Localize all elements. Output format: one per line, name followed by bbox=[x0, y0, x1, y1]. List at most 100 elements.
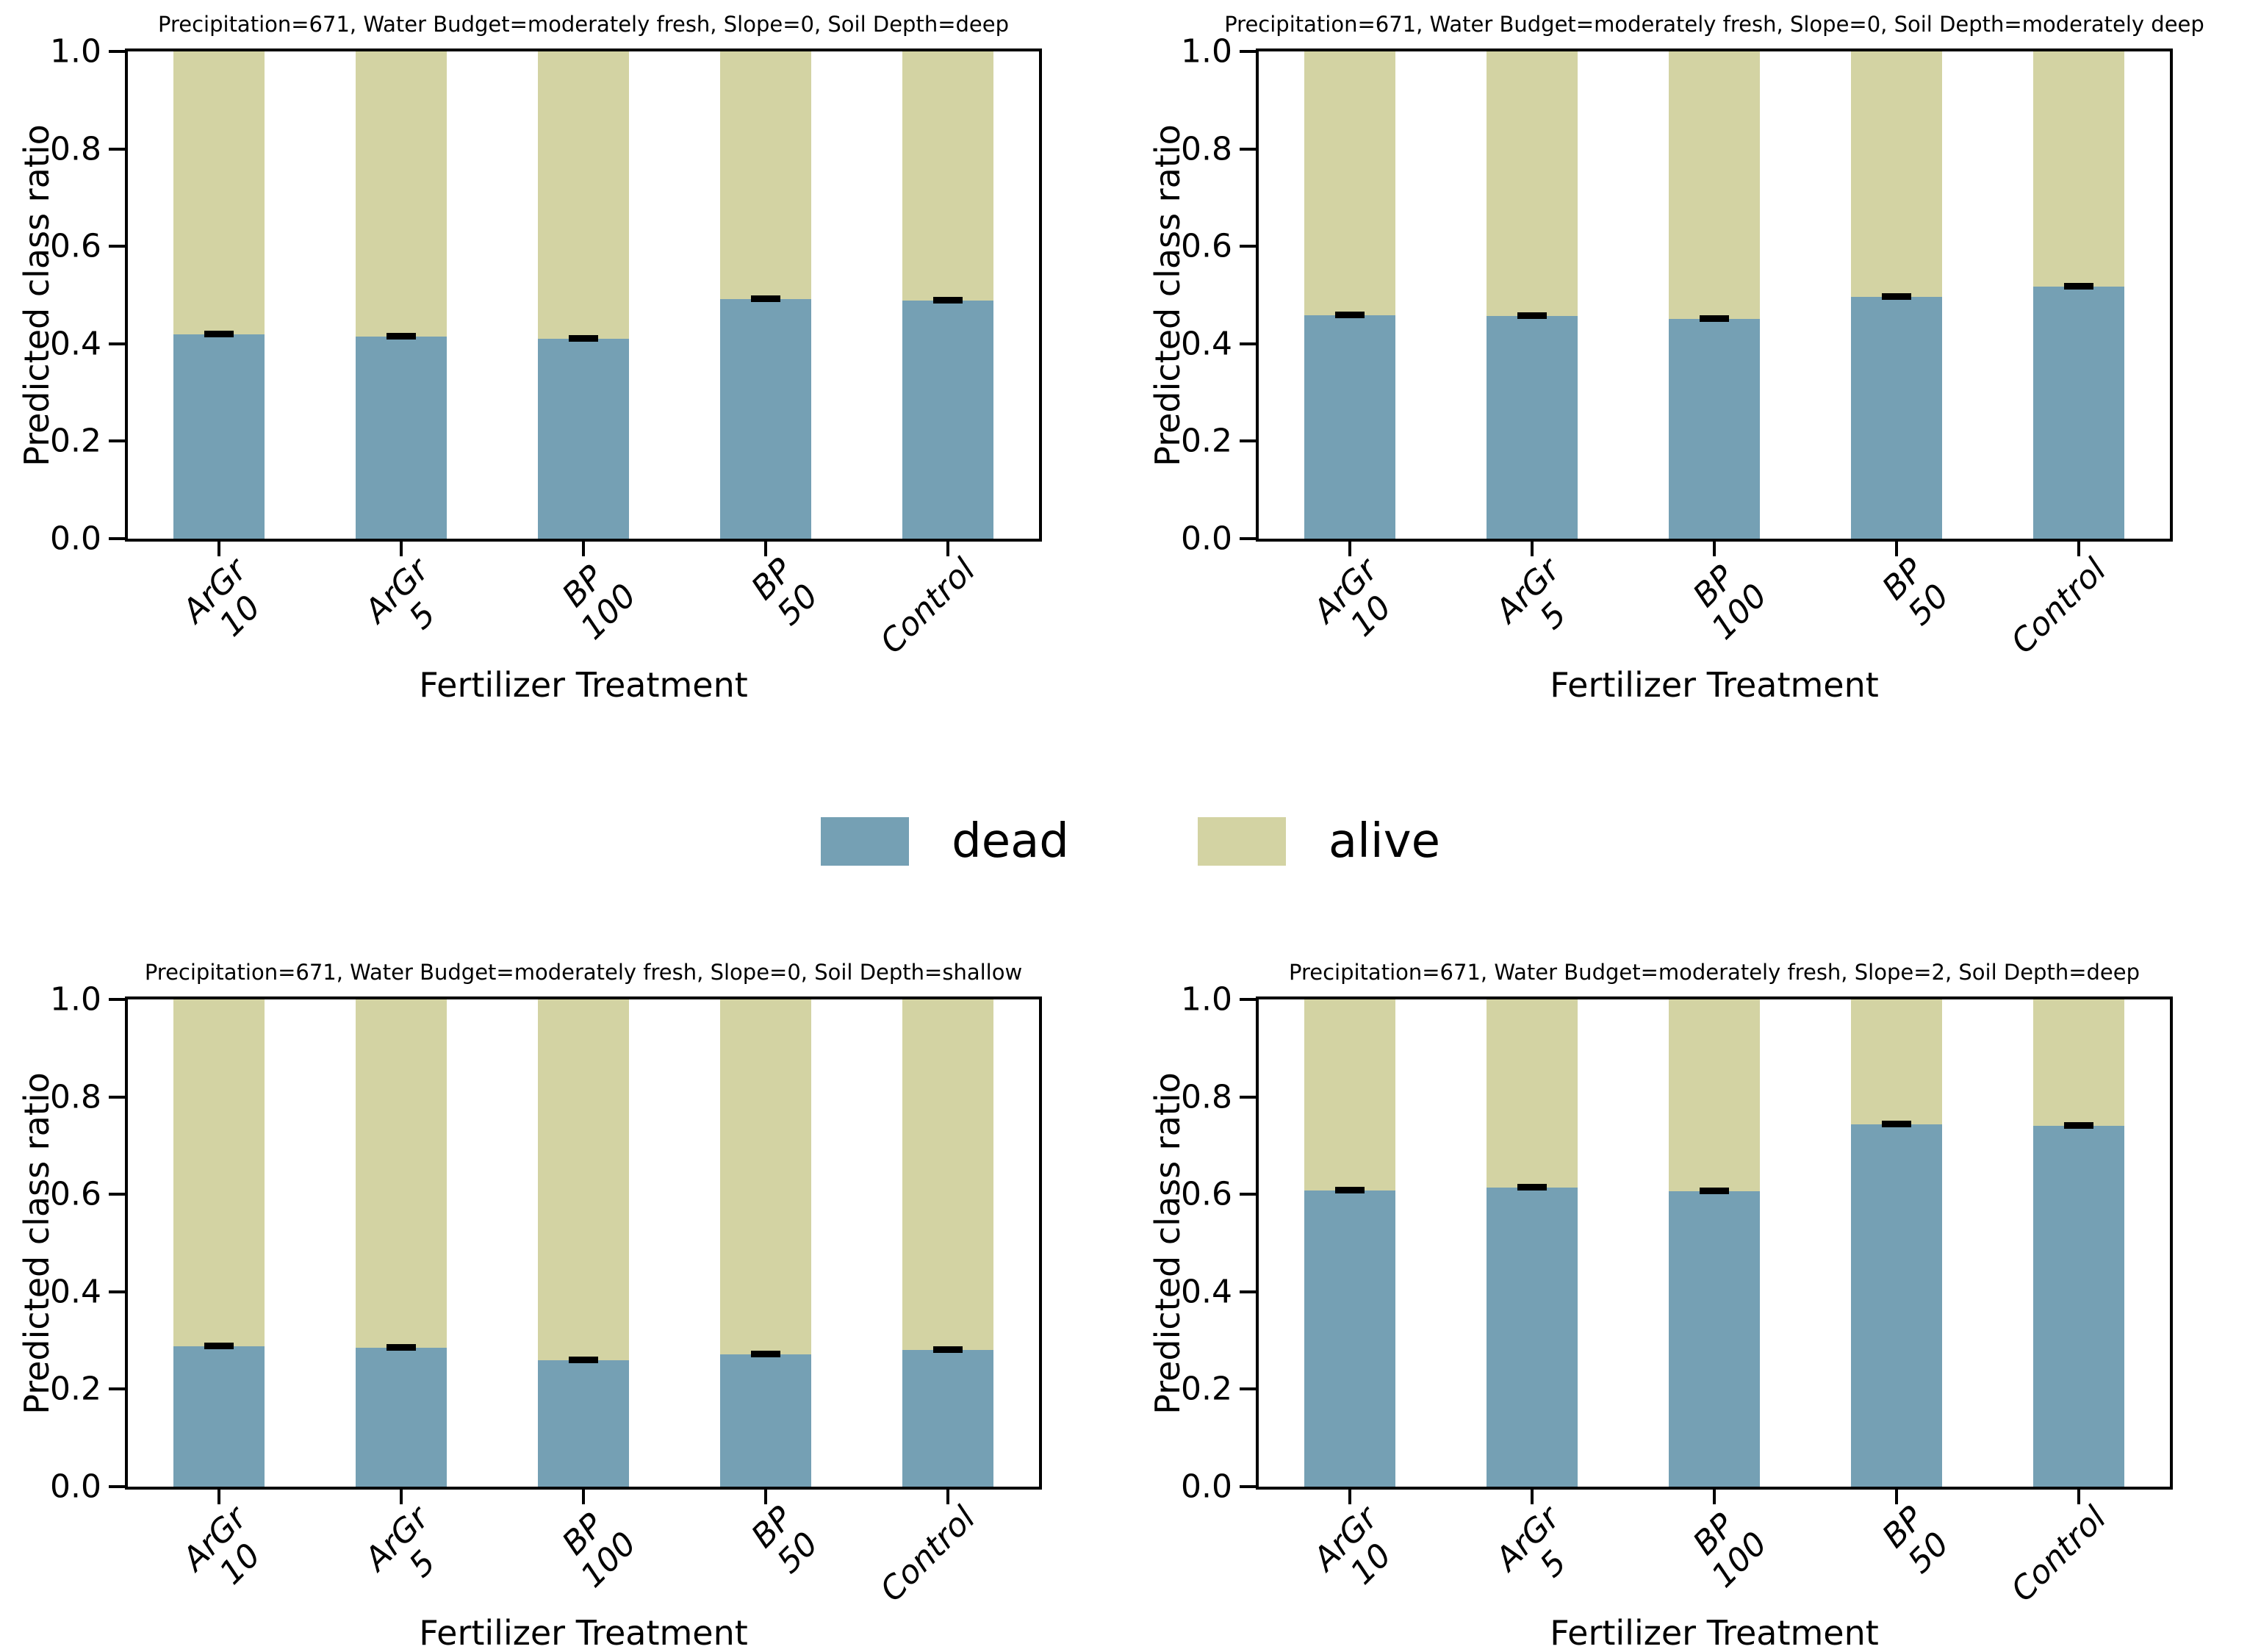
bar-dead bbox=[538, 1360, 629, 1487]
x-tick-mark bbox=[2077, 542, 2080, 556]
error-bar-cap bbox=[751, 1350, 780, 1357]
x-tick-mark bbox=[582, 542, 585, 556]
subplot-bottom-right: Precipitation=671, Water Budget=moderate… bbox=[1131, 948, 2261, 1652]
x-tick-mark bbox=[764, 542, 767, 556]
bar-alive bbox=[1487, 51, 1578, 316]
y-tick-mark bbox=[109, 1193, 125, 1196]
x-tick-mark bbox=[1531, 542, 1534, 556]
y-tick-mark bbox=[109, 1387, 125, 1391]
x-tick-mark bbox=[582, 1490, 585, 1504]
y-tick-mark bbox=[109, 1095, 125, 1099]
chart-title: Precipitation=671, Water Budget=moderate… bbox=[157, 12, 1010, 37]
error-bar-cap bbox=[2064, 1122, 2093, 1130]
bar-dead bbox=[1304, 315, 1395, 539]
y-tick-label: 1.0 bbox=[50, 32, 101, 71]
y-tick-mark bbox=[1240, 1290, 1256, 1293]
x-tick-label-text: BP 100 bbox=[1680, 1500, 1775, 1595]
x-tick-label-text: BP 50 bbox=[1875, 1499, 1957, 1581]
y-tick-label: 0.8 bbox=[50, 1078, 101, 1116]
bar-dead bbox=[720, 299, 811, 539]
error-bar-cap bbox=[569, 335, 598, 342]
bar-alive bbox=[1851, 999, 1942, 1124]
y-tick-label: 0.6 bbox=[50, 227, 101, 265]
y-tick-mark bbox=[1240, 439, 1256, 443]
y-tick-mark bbox=[109, 537, 125, 540]
y-axis-label: Predicted class ratio bbox=[1148, 1071, 1187, 1415]
bar-dead bbox=[1669, 319, 1760, 539]
y-axis-label: Predicted class ratio bbox=[17, 123, 57, 467]
bar-dead bbox=[538, 339, 629, 539]
subplot-bottom-left: Precipitation=671, Water Budget=moderate… bbox=[0, 948, 1130, 1652]
bar-alive bbox=[720, 51, 811, 300]
y-tick-label: 0.0 bbox=[50, 520, 101, 558]
x-tick-mark bbox=[1713, 542, 1716, 556]
bar-alive bbox=[173, 51, 265, 334]
x-tick-line: Control bbox=[2004, 551, 2114, 661]
legend-swatch-alive bbox=[1197, 817, 1286, 866]
x-tick-mark bbox=[2077, 1490, 2080, 1504]
plot-area bbox=[125, 49, 1042, 542]
x-tick-label-text: BP 50 bbox=[744, 551, 826, 633]
bar-alive bbox=[1487, 999, 1578, 1188]
x-tick-mark bbox=[946, 1490, 949, 1504]
y-tick-label: 0.6 bbox=[50, 1175, 101, 1213]
error-bar-cap bbox=[1517, 1183, 1547, 1190]
y-tick-mark bbox=[109, 998, 125, 1001]
y-tick-label: 0.2 bbox=[1181, 1370, 1232, 1408]
y-tick-label: 0.8 bbox=[1181, 130, 1232, 168]
x-tick-mark bbox=[218, 542, 220, 556]
bar-dead bbox=[1669, 1191, 1760, 1487]
bar-alive bbox=[1669, 51, 1760, 319]
bar-alive bbox=[720, 999, 811, 1354]
error-bar-cap bbox=[1882, 293, 1911, 301]
y-tick-label: 0.2 bbox=[1181, 422, 1232, 460]
plot-area bbox=[1256, 49, 2173, 542]
chart-title: Precipitation=671, Water Budget=moderate… bbox=[144, 960, 1023, 985]
x-tick-line: Control bbox=[2004, 1499, 2114, 1609]
bar-alive bbox=[902, 999, 993, 1350]
y-tick-label: 0.4 bbox=[50, 325, 101, 363]
bar-dead bbox=[173, 334, 265, 539]
bar-alive bbox=[173, 999, 265, 1347]
y-tick-label: 0.2 bbox=[50, 422, 101, 460]
error-bar-cap bbox=[204, 1343, 234, 1350]
y-tick-label: 0.0 bbox=[1181, 520, 1232, 558]
bar-dead bbox=[1851, 1124, 1942, 1487]
y-tick-mark bbox=[1240, 537, 1256, 540]
y-tick-label: 0.2 bbox=[50, 1370, 101, 1408]
x-tick-label-text: BP 100 bbox=[549, 1500, 644, 1595]
y-tick-label: 1.0 bbox=[50, 980, 101, 1019]
x-tick-label-text: Control bbox=[2004, 551, 2114, 661]
legend-item-dead: dead bbox=[821, 817, 1069, 866]
error-bar-cap bbox=[1335, 311, 1365, 318]
bar-dead bbox=[1487, 316, 1578, 539]
x-tick-label-text: Control bbox=[2004, 1499, 2114, 1609]
y-tick-label: 0.8 bbox=[50, 130, 101, 168]
error-bar-cap bbox=[1335, 1186, 1365, 1193]
bar-dead bbox=[720, 1354, 811, 1487]
bar-dead bbox=[2033, 287, 2124, 539]
x-tick-label-text: ArGr 5 bbox=[1488, 1499, 1592, 1603]
x-tick-mark bbox=[218, 1490, 220, 1504]
subplot-top-left: Precipitation=671, Water Budget=moderate… bbox=[0, 0, 1130, 735]
x-tick-label-text: BP 100 bbox=[1680, 552, 1775, 647]
y-tick-mark bbox=[1240, 1095, 1256, 1099]
y-tick-mark bbox=[1240, 998, 1256, 1001]
x-axis-label: Fertilizer Treatment bbox=[419, 1613, 748, 1652]
y-tick-label: 0.0 bbox=[50, 1468, 101, 1506]
error-bar-cap bbox=[2064, 283, 2093, 290]
legend-swatch-dead bbox=[821, 817, 910, 866]
chart-title: Precipitation=671, Water Budget=moderate… bbox=[1224, 12, 2204, 37]
y-axis-label: Predicted class ratio bbox=[17, 1071, 57, 1415]
y-tick-mark bbox=[109, 245, 125, 248]
bar-alive bbox=[1669, 999, 1760, 1192]
legend-label-alive: alive bbox=[1328, 814, 1440, 869]
error-bar-cap bbox=[1882, 1120, 1911, 1127]
error-bar-cap bbox=[387, 332, 416, 340]
plot-area bbox=[125, 996, 1042, 1490]
legend-item-alive: alive bbox=[1197, 814, 1440, 869]
x-tick-mark bbox=[1348, 1490, 1351, 1504]
y-tick-label: 0.4 bbox=[1181, 1273, 1232, 1311]
x-tick-line: Control bbox=[873, 551, 983, 661]
y-tick-label: 0.8 bbox=[1181, 1078, 1232, 1116]
